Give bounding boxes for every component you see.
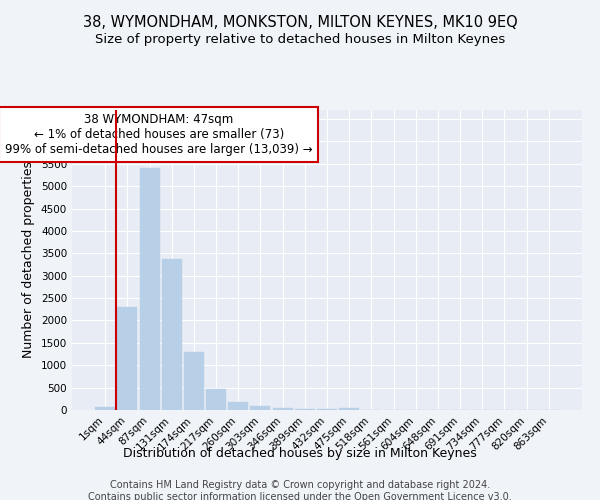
Text: Distribution of detached houses by size in Milton Keynes: Distribution of detached houses by size … xyxy=(123,448,477,460)
Bar xyxy=(295,409,315,410)
Text: Contains HM Land Registry data © Crown copyright and database right 2024.: Contains HM Land Registry data © Crown c… xyxy=(110,480,490,490)
Bar xyxy=(206,388,226,410)
Bar xyxy=(250,406,271,410)
Bar xyxy=(162,258,182,410)
Bar xyxy=(118,307,137,410)
Bar xyxy=(228,402,248,410)
Bar xyxy=(95,406,115,410)
Bar xyxy=(140,168,160,410)
Y-axis label: Number of detached properties: Number of detached properties xyxy=(22,162,35,358)
Bar xyxy=(272,408,293,410)
Text: Size of property relative to detached houses in Milton Keynes: Size of property relative to detached ho… xyxy=(95,32,505,46)
Text: Contains public sector information licensed under the Open Government Licence v3: Contains public sector information licen… xyxy=(88,492,512,500)
Bar xyxy=(339,408,359,410)
Text: 38 WYMONDHAM: 47sqm
← 1% of detached houses are smaller (73)
99% of semi-detache: 38 WYMONDHAM: 47sqm ← 1% of detached hou… xyxy=(5,113,313,156)
Text: 38, WYMONDHAM, MONKSTON, MILTON KEYNES, MK10 9EQ: 38, WYMONDHAM, MONKSTON, MILTON KEYNES, … xyxy=(83,15,517,30)
Bar xyxy=(184,352,204,410)
